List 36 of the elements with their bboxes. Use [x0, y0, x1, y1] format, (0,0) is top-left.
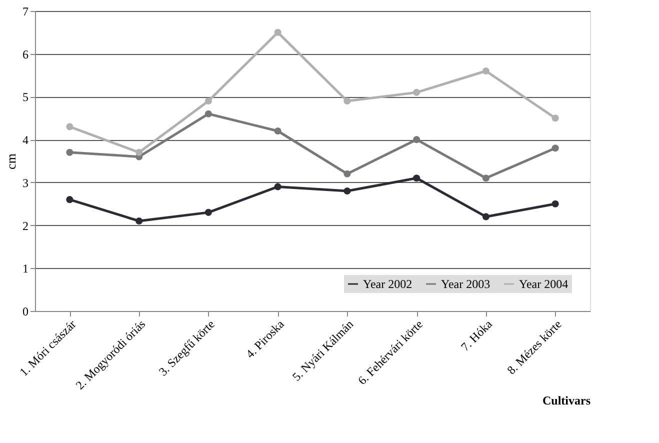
- point: [274, 183, 282, 190]
- legend-label: Year 2003: [441, 277, 490, 291]
- y-tick-label: 4: [22, 133, 28, 148]
- y-tick-label: 0: [22, 304, 28, 318]
- point: [482, 174, 490, 182]
- point: [344, 97, 351, 105]
- y-tick-label: 5: [22, 90, 28, 104]
- point: [482, 213, 490, 220]
- x-axis-title: Cultivars: [542, 394, 591, 408]
- point: [552, 114, 559, 122]
- point: [482, 67, 490, 75]
- y-axis-title: cm: [4, 154, 18, 170]
- y-tick-label: 2: [22, 218, 28, 233]
- point: [204, 208, 212, 216]
- point: [66, 196, 74, 204]
- point: [413, 136, 420, 144]
- point: [204, 97, 212, 105]
- point: [274, 127, 282, 135]
- y-tick-label: 7: [22, 4, 28, 18]
- point: [274, 28, 282, 36]
- point: [413, 174, 420, 182]
- point: [344, 170, 351, 178]
- y-tick-label: 1: [22, 262, 28, 276]
- point: [66, 123, 74, 130]
- point: [66, 148, 74, 156]
- point: [136, 217, 143, 225]
- y-tick-label: 6: [22, 47, 28, 62]
- y-tick-label: 3: [22, 176, 28, 190]
- point: [552, 200, 559, 208]
- legend-label: Year 2004: [519, 277, 568, 291]
- point: [204, 110, 212, 118]
- legend-label: Year 2002: [363, 277, 412, 291]
- point: [552, 144, 559, 152]
- point: [344, 187, 351, 195]
- point: [413, 88, 420, 96]
- point: [136, 148, 143, 156]
